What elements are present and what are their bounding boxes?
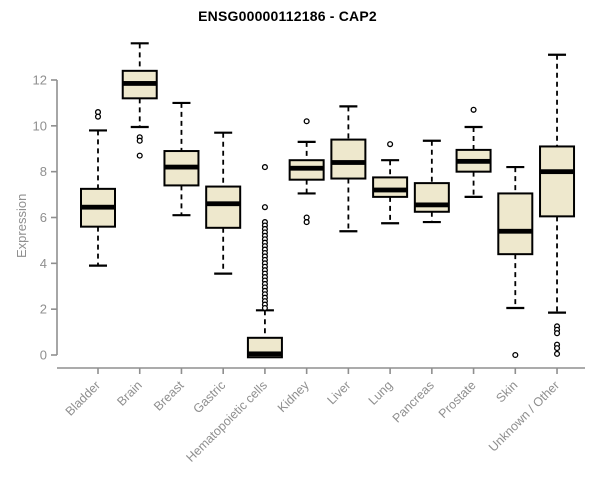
boxplot-brain — [121, 42, 158, 159]
x-tick-label: Hematopoietic cells — [183, 378, 270, 465]
median-line — [456, 158, 491, 164]
x-tick-label: Lung — [366, 378, 396, 408]
x-tick-label: Prostate — [436, 378, 479, 421]
y-tick-label: 10 — [33, 118, 47, 133]
outlier-point — [261, 164, 268, 171]
y-tick-label: 8 — [40, 164, 47, 179]
iqr-box — [330, 138, 367, 180]
outlier-point — [553, 350, 561, 357]
boxplot-kidney — [288, 118, 325, 226]
outlier-point — [136, 152, 143, 159]
x-tick-label: Breast — [151, 378, 187, 414]
median-line — [81, 204, 115, 210]
median-line — [122, 81, 157, 86]
median-line — [164, 164, 199, 170]
boxplot-gastric — [205, 131, 242, 275]
boxplot-breast — [163, 101, 200, 217]
median-line — [331, 160, 366, 165]
y-tick-label: 12 — [33, 72, 47, 87]
outlier-point — [512, 351, 519, 359]
outlier-point — [303, 219, 310, 226]
outlier-point — [303, 118, 310, 125]
median-line — [373, 187, 408, 193]
iqr-box — [413, 182, 450, 213]
outlier-point — [261, 304, 268, 312]
y-tick-label: 0 — [40, 348, 47, 363]
median-line — [498, 228, 533, 234]
iqr-box — [497, 192, 534, 256]
outlier-point — [261, 204, 268, 211]
median-line — [414, 202, 449, 208]
median-line — [289, 165, 324, 171]
median-line — [247, 351, 282, 357]
boxplot-skin — [497, 165, 534, 359]
boxplot-unknown-other — [539, 53, 576, 357]
y-tick-label: 2 — [40, 302, 47, 317]
chart-title: ENSG00000112186 - CAP2 — [198, 8, 377, 24]
y-tick-label: 6 — [40, 210, 47, 225]
x-tick-label: Liver — [324, 378, 353, 407]
median-line — [540, 169, 575, 175]
x-tick-label: Brain — [114, 378, 145, 409]
x-tick-label: Skin — [493, 378, 520, 405]
boxplot-bladder — [80, 109, 116, 267]
boxplot-prostate — [455, 106, 492, 198]
x-tick-label: Bladder — [63, 378, 103, 418]
outlier-point — [136, 137, 143, 144]
iqr-box — [372, 176, 409, 198]
outlier-point — [553, 345, 561, 352]
boxplot-hematopoietic-cells — [246, 164, 283, 359]
x-tick-label: Unknown / Other — [486, 378, 562, 454]
iqr-box — [539, 145, 576, 218]
x-tick-label: Kidney — [275, 378, 312, 415]
boxplot-pancreas — [413, 139, 450, 224]
y-tick-label: 4 — [40, 256, 47, 271]
x-tick-label: Gastric — [190, 378, 228, 416]
outlier-point — [387, 141, 394, 148]
x-tick-label: Pancreas — [390, 378, 437, 425]
boxplot-lung — [372, 141, 409, 225]
boxplot-liver — [330, 105, 367, 233]
iqr-box — [205, 185, 242, 229]
median-line — [206, 201, 241, 207]
outlier-point — [470, 106, 477, 113]
outlier-point — [553, 330, 561, 337]
outlier-point — [94, 113, 102, 120]
